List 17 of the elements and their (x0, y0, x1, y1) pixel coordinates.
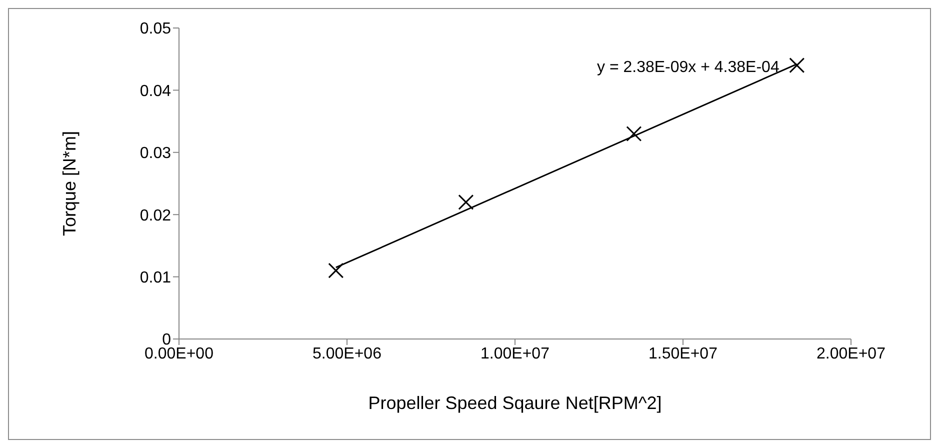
y-tick-label: 0.02 (140, 207, 172, 224)
x-tick-label: 5.00E+06 (312, 345, 382, 362)
y-tick-label: 0.04 (140, 82, 172, 100)
annotation: y = 2.38E-09x + 4.38E-04 (597, 59, 780, 77)
x-tick-label: 1.00E+07 (480, 345, 550, 362)
y-axis-title: Torque [N*m] (59, 130, 80, 236)
y-tick-label: 0.01 (140, 269, 172, 286)
x-axis-title: Propeller Speed Sqaure Net[RPM^2] (368, 393, 662, 413)
x-tick-label: 0.00E+00 (144, 345, 214, 362)
y-tick-label: 0.05 (140, 20, 172, 38)
y-tick-label: 0.03 (140, 145, 172, 162)
x-tick-label: 1.50E+07 (648, 345, 718, 362)
x-tick-label: 2.00E+07 (816, 345, 886, 362)
point (789, 58, 805, 74)
point (328, 262, 344, 278)
point (458, 194, 474, 210)
point (626, 126, 642, 142)
